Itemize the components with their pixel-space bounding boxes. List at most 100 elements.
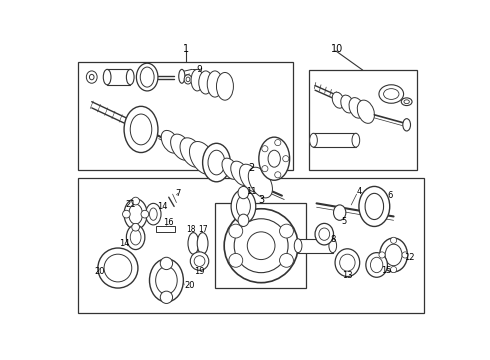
Text: 20: 20 <box>184 281 195 290</box>
Ellipse shape <box>124 199 147 230</box>
Ellipse shape <box>294 239 302 253</box>
Text: 11: 11 <box>246 186 256 195</box>
Text: 19: 19 <box>194 267 205 276</box>
Ellipse shape <box>275 172 281 178</box>
Ellipse shape <box>179 69 185 83</box>
Ellipse shape <box>122 210 130 218</box>
Ellipse shape <box>146 203 161 225</box>
Ellipse shape <box>203 143 230 182</box>
Ellipse shape <box>231 161 250 185</box>
Ellipse shape <box>352 133 360 147</box>
Text: 14: 14 <box>157 202 168 211</box>
Ellipse shape <box>310 133 318 147</box>
Text: 3: 3 <box>258 195 264 205</box>
Ellipse shape <box>149 208 157 220</box>
Ellipse shape <box>229 253 243 267</box>
Ellipse shape <box>231 189 256 223</box>
Ellipse shape <box>190 141 216 174</box>
Ellipse shape <box>365 193 384 220</box>
Ellipse shape <box>262 146 268 152</box>
Ellipse shape <box>130 230 141 245</box>
Ellipse shape <box>275 140 281 146</box>
Ellipse shape <box>332 92 344 108</box>
Bar <box>156 226 175 232</box>
Ellipse shape <box>160 257 172 270</box>
Ellipse shape <box>283 156 289 162</box>
Ellipse shape <box>130 114 152 145</box>
Ellipse shape <box>141 210 149 218</box>
Ellipse shape <box>194 256 205 266</box>
Ellipse shape <box>126 225 145 249</box>
Ellipse shape <box>247 232 275 260</box>
Ellipse shape <box>224 209 298 283</box>
Text: 2: 2 <box>248 163 254 173</box>
Ellipse shape <box>140 67 154 87</box>
Bar <box>78 62 294 170</box>
Ellipse shape <box>366 253 388 277</box>
Ellipse shape <box>357 100 374 123</box>
Bar <box>298 239 333 253</box>
Ellipse shape <box>279 253 294 267</box>
Ellipse shape <box>380 238 408 272</box>
Ellipse shape <box>103 69 111 85</box>
Ellipse shape <box>132 197 140 205</box>
Bar <box>215 203 306 288</box>
Text: 14: 14 <box>119 239 129 248</box>
Ellipse shape <box>229 224 243 238</box>
Ellipse shape <box>208 150 225 175</box>
Ellipse shape <box>319 228 330 240</box>
Ellipse shape <box>279 224 294 238</box>
Ellipse shape <box>391 266 397 273</box>
Text: 6: 6 <box>387 191 392 200</box>
Text: 20: 20 <box>94 267 105 276</box>
Text: 5: 5 <box>341 217 346 226</box>
Ellipse shape <box>126 69 134 85</box>
Ellipse shape <box>402 252 408 258</box>
Ellipse shape <box>403 119 411 131</box>
Ellipse shape <box>404 100 409 104</box>
Ellipse shape <box>129 204 143 224</box>
Ellipse shape <box>180 138 204 167</box>
Text: 9: 9 <box>196 65 202 74</box>
Ellipse shape <box>359 186 390 226</box>
Text: 12: 12 <box>404 253 414 262</box>
Text: 21: 21 <box>125 200 135 209</box>
Ellipse shape <box>391 237 397 243</box>
Text: 15: 15 <box>381 266 391 275</box>
Ellipse shape <box>186 77 190 82</box>
Ellipse shape <box>160 291 172 303</box>
Text: 16: 16 <box>164 218 174 227</box>
Text: 10: 10 <box>331 44 343 54</box>
Ellipse shape <box>86 71 97 83</box>
Ellipse shape <box>190 252 209 270</box>
Ellipse shape <box>384 89 399 99</box>
Ellipse shape <box>171 134 192 160</box>
Ellipse shape <box>385 244 402 266</box>
Ellipse shape <box>104 254 132 282</box>
Text: 13: 13 <box>342 271 353 280</box>
Ellipse shape <box>379 252 385 258</box>
Bar <box>309 70 416 170</box>
Ellipse shape <box>262 166 268 172</box>
Ellipse shape <box>207 71 222 97</box>
Ellipse shape <box>161 130 179 153</box>
Ellipse shape <box>188 233 199 254</box>
Ellipse shape <box>349 98 364 118</box>
Ellipse shape <box>136 63 158 91</box>
Text: 1: 1 <box>183 44 189 54</box>
Ellipse shape <box>156 266 177 294</box>
Ellipse shape <box>334 205 346 220</box>
Ellipse shape <box>124 106 158 153</box>
Ellipse shape <box>335 249 360 276</box>
Ellipse shape <box>259 137 290 180</box>
Ellipse shape <box>240 164 261 192</box>
Ellipse shape <box>234 219 288 273</box>
Ellipse shape <box>268 150 280 167</box>
Ellipse shape <box>238 214 249 226</box>
Text: 8: 8 <box>331 235 336 244</box>
Ellipse shape <box>199 71 213 94</box>
Ellipse shape <box>329 239 337 253</box>
Ellipse shape <box>379 85 404 103</box>
Ellipse shape <box>401 98 412 105</box>
Ellipse shape <box>191 69 203 91</box>
